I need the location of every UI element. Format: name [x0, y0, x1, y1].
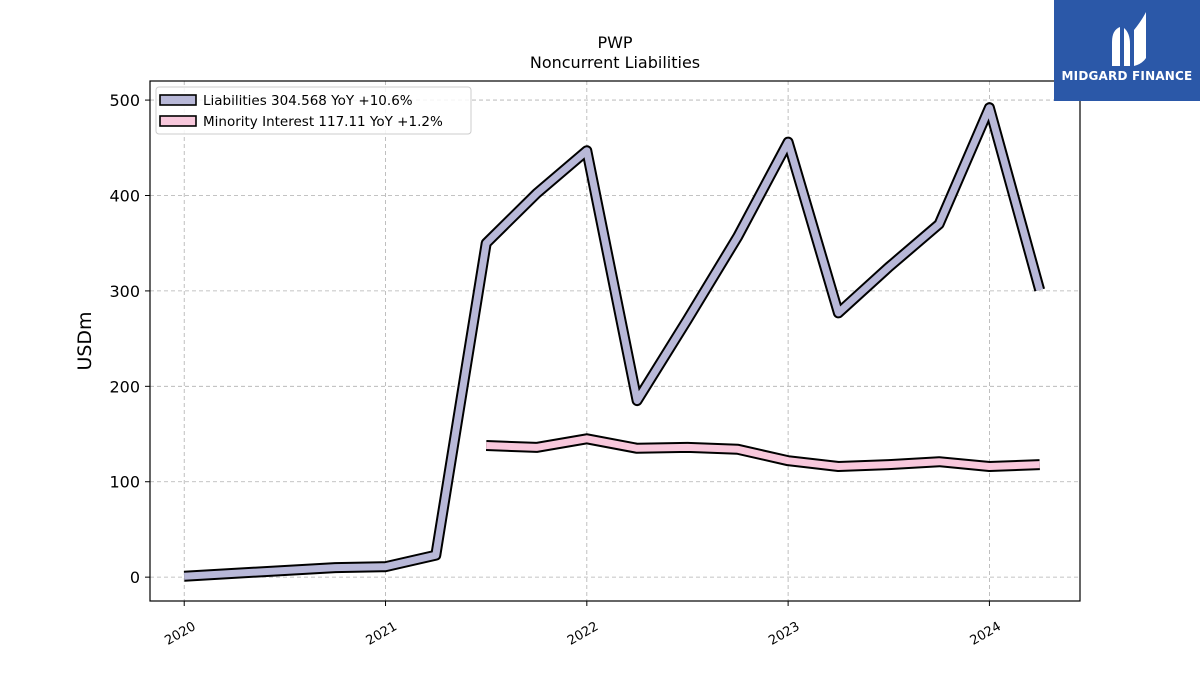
- series-layer: [183, 102, 1046, 582]
- grid: [150, 81, 1080, 601]
- legend-label: Liabilities 304.568 YoY +10.6%: [203, 93, 413, 109]
- x-tick-label: 2020: [162, 619, 198, 649]
- x-tick-label: 2023: [766, 619, 802, 649]
- series-line-liabilities: [184, 104, 1044, 580]
- chart-subtitle: Noncurrent Liabilities: [530, 53, 700, 72]
- chart-title: PWP: [597, 33, 632, 52]
- series-outline-liabilities: [183, 102, 1046, 582]
- x-tick-label: 2022: [565, 619, 601, 649]
- x-axis: 2020 2021 2022 2023 2024: [162, 601, 1004, 649]
- legend-swatch: [159, 94, 197, 106]
- y-axis-label: USDm: [74, 311, 96, 370]
- legend-label: Minority Interest 117.11 YoY +1.2%: [203, 114, 443, 130]
- plot-frame: [149, 80, 1081, 602]
- y-tick-label: 200: [109, 377, 140, 396]
- y-axis: 0 100 200 300 400 500: [109, 91, 150, 587]
- series-line-minority-interest: [486, 435, 1040, 470]
- brand-mark-icon: [1112, 12, 1146, 66]
- y-tick-label: 0: [130, 568, 140, 587]
- legend-swatch: [159, 115, 197, 127]
- brand-name: MIDGARD FINANCE: [1061, 69, 1193, 83]
- y-tick-label: 500: [109, 91, 140, 110]
- brand-logo: MIDGARD FINANCE: [1054, 0, 1200, 101]
- y-tick-label: 400: [109, 186, 140, 205]
- x-tick-label: 2024: [968, 619, 1004, 649]
- x-tick-label: 2021: [364, 619, 400, 649]
- legend: Liabilities 304.568 YoY +10.6% Minority I…: [155, 86, 472, 135]
- y-tick-label: 300: [109, 282, 140, 301]
- legend-box: [155, 86, 472, 135]
- y-tick-label: 100: [109, 473, 140, 492]
